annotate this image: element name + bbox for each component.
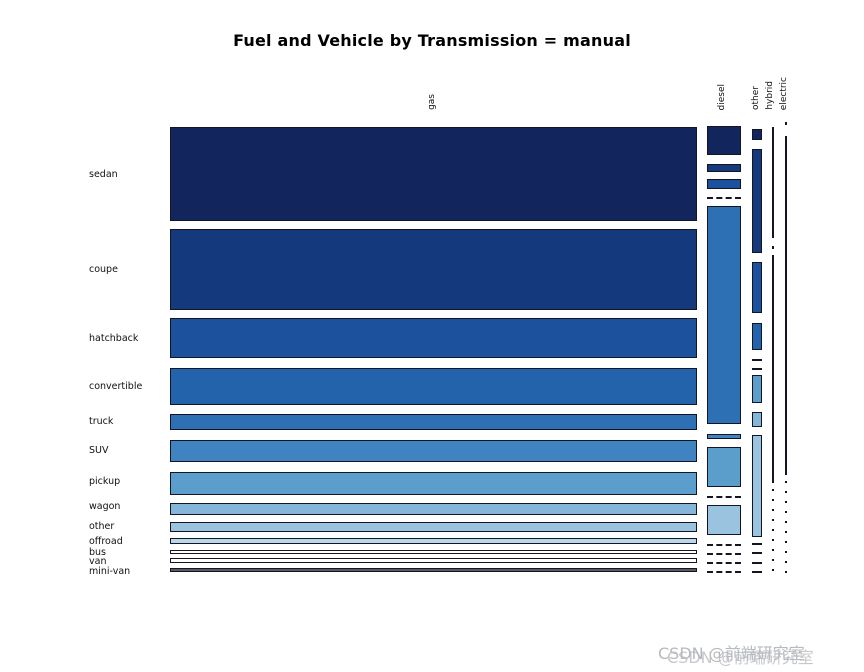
mosaic-cell [707, 179, 741, 189]
mosaic-cell [707, 206, 741, 424]
mosaic-cell-zero [707, 562, 741, 564]
fuel-axis-label-diesel: diesel [717, 83, 727, 110]
mosaic-cell-zero [752, 571, 762, 573]
mosaic-cell [170, 472, 697, 495]
vehicle-axis-label-offroad: offroad [89, 536, 123, 547]
fuel-axis-label-hybrid: hybrid [765, 81, 775, 110]
vehicle-axis-label-other: other [89, 521, 115, 532]
chart-title: Fuel and Vehicle by Transmission = manua… [233, 31, 631, 50]
mosaic-cell [170, 568, 697, 572]
fuel-axis-label-gas: gas [427, 94, 437, 110]
fuel-axis-label-electric: electric [779, 76, 789, 110]
mosaic-line-segment [785, 122, 787, 125]
mosaic-cell-zero [707, 553, 741, 555]
mosaic-cell [170, 127, 697, 221]
mosaic-cell-zero [752, 368, 762, 370]
mosaic-cell-zero [752, 562, 762, 564]
mosaic-line-segment [772, 255, 774, 483]
vehicle-axis-label-SUV: SUV [89, 445, 109, 456]
mosaic-cell [170, 368, 697, 405]
vehicle-axis-label-truck: truck [89, 416, 114, 427]
watermark: CSDN @前端研究室 CSDN @前端研究室 [658, 640, 858, 667]
mosaic-cell-zero [707, 197, 741, 199]
mosaic-cell [752, 435, 762, 537]
mosaic-cell [170, 440, 697, 462]
mosaic-cell [752, 262, 762, 313]
vehicle-axis-label-sedan: sedan [89, 169, 118, 180]
mosaic-line-segment [772, 127, 774, 238]
mosaic-cell [752, 323, 762, 350]
watermark-text: CSDN @前端研究室 [658, 644, 805, 663]
mosaic-cell [707, 447, 741, 487]
watermark-text-echo: CSDN @前端研究室 [667, 648, 814, 667]
vehicle-axis-label-convertible: convertible [89, 381, 143, 392]
mosaic-cell [170, 550, 697, 554]
vehicle-axis-label-van: van [89, 556, 107, 567]
mosaic-cell [707, 164, 741, 172]
vehicle-axis-label-wagon: wagon [89, 501, 121, 512]
mosaic-line-segment [785, 136, 787, 475]
mosaic-cell-zero [752, 543, 762, 545]
mosaic-cell [707, 505, 741, 535]
mosaic-line-segment [772, 246, 774, 249]
mosaic-cell-zero [752, 359, 762, 361]
mosaic-cell [170, 503, 697, 515]
mosaic-line-segment [785, 481, 787, 575]
mosaic-cell [752, 375, 762, 403]
mosaic-cell [170, 538, 697, 544]
mosaic-cell-zero [707, 544, 741, 546]
mosaic-cell [170, 522, 697, 532]
mosaic-cell [707, 126, 741, 155]
vehicle-axis-label-hatchback: hatchback [89, 333, 139, 344]
vehicle-axis-label-coupe: coupe [89, 264, 118, 275]
mosaic-cell [170, 318, 697, 358]
mosaic-cell-zero [752, 552, 762, 554]
mosaic-cell [752, 129, 762, 140]
fuel-axis-label-other: other [751, 86, 761, 110]
vehicle-axis-label-mini-van: mini-van [89, 566, 131, 577]
mosaic-cell [752, 149, 762, 253]
mosaic-cell [170, 414, 697, 430]
vehicle-axis-label-bus: bus [89, 547, 107, 558]
mosaic-cell [170, 558, 697, 563]
mosaic-cell [707, 434, 741, 439]
vehicle-axis-label-pickup: pickup [89, 476, 121, 487]
mosaic-cell [170, 229, 697, 310]
mosaic-cell-zero [707, 496, 741, 498]
mosaic-line-segment [772, 489, 774, 575]
mosaic-cell [752, 412, 762, 427]
mosaic-cell-zero [707, 571, 741, 573]
